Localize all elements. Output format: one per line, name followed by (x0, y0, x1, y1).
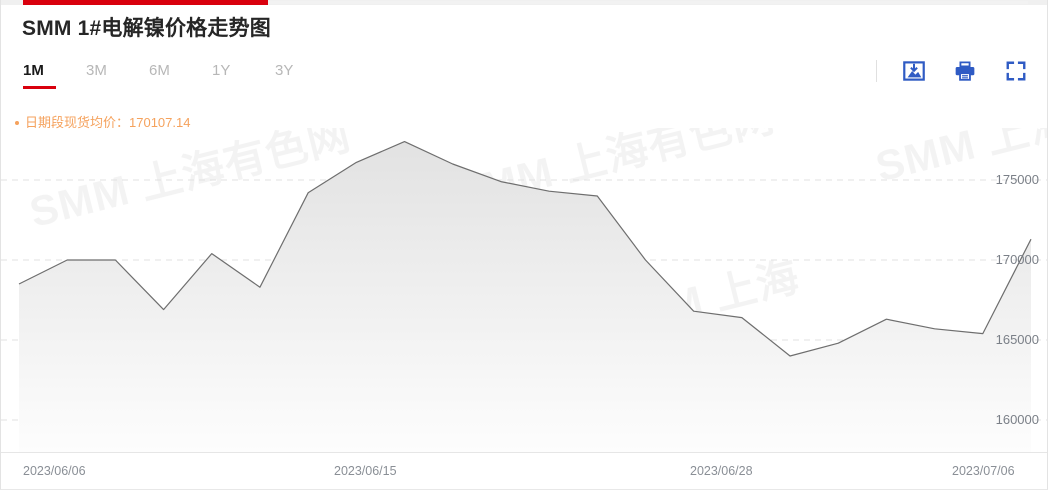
x-axis-label: 2023/07/06 (952, 464, 1015, 478)
page-title: SMM 1#电解镍价格走势图 (22, 17, 271, 40)
tab-1y[interactable]: 1Y (212, 62, 275, 79)
tab-1y-label: 1Y (212, 62, 231, 79)
toolbar-separator (876, 60, 877, 82)
top-accent-bar (1, 0, 1047, 5)
legend-marker-icon (15, 120, 19, 125)
chart-plot-area (1, 128, 1047, 458)
x-axis-label: 2023/06/06 (23, 464, 86, 478)
x-axis-label: 2023/06/15 (334, 464, 397, 478)
x-axis-label: 2023/06/28 (690, 464, 753, 478)
price-line (18, 141, 1032, 357)
legend-label: 日期段现货均价：170107.14 (25, 115, 191, 130)
accent-bar-grey (268, 1, 1028, 4)
tab-6m-label: 6M (149, 62, 170, 79)
print-icon[interactable] (954, 60, 976, 82)
tab-1m[interactable]: 1M (23, 62, 86, 89)
chart-toolbar (903, 60, 1027, 82)
tab-3y[interactable]: 3Y (275, 62, 338, 79)
tab-6m[interactable]: 6M (149, 62, 212, 79)
price-area-chart (1, 141, 1047, 452)
accent-bar-red (23, 0, 268, 5)
x-axis-line (1, 452, 1047, 453)
tab-3m[interactable]: 3M (86, 62, 149, 79)
tab-1m-label: 1M (23, 62, 44, 79)
download-image-icon[interactable] (903, 60, 925, 82)
tab-3y-label: 3Y (275, 62, 294, 79)
tab-3m-label: 3M (86, 62, 107, 79)
tab-active-underline (23, 86, 56, 89)
area-fill (19, 141, 1031, 452)
fullscreen-icon[interactable] (1005, 60, 1027, 82)
chart-legend[interactable]: 日期段现货均价：170107.14 (15, 112, 190, 131)
range-tabs: 1M 3M 6M 1Y 3Y (23, 62, 338, 98)
